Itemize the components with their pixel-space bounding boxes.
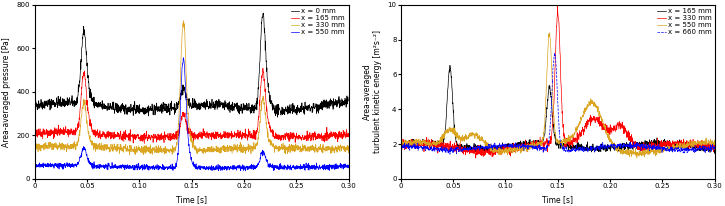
x = 165 mm: [536, 141, 545, 144]
x = 165 mm: [530, 144, 539, 147]
Y-axis label: Area-averaged
turbulent kinetic energy [m²s⁻²]: Area-averaged turbulent kinetic energy […: [362, 30, 382, 153]
x = 330 mm: [179, 20, 188, 22]
x = 165 mm: [170, 136, 179, 138]
Y-axis label: Area-averaged pressure [Pa]: Area-averaged pressure [Pa]: [2, 37, 12, 147]
x = 330 mm: [576, 132, 584, 134]
x = 165 mm: [344, 133, 353, 136]
x = 165 mm: [710, 147, 719, 150]
x = 550 mm: [576, 123, 584, 125]
x = 330 mm: [397, 140, 405, 142]
x = 550 mm: [434, 142, 442, 145]
x = 0 mm: [67, 98, 76, 100]
Line: x = 330 mm: x = 330 mm: [35, 21, 349, 155]
x = 330 mm: [54, 145, 63, 147]
Line: x = 330 mm: x = 330 mm: [401, 6, 715, 158]
x = 165 mm: [397, 146, 405, 148]
x = 0 mm: [259, 12, 268, 14]
x = 165 mm: [434, 145, 442, 147]
x = 550 mm: [179, 56, 188, 59]
x = 330 mm: [420, 142, 429, 144]
Line: x = 165 mm: x = 165 mm: [35, 68, 349, 144]
Line: x = 0 mm: x = 0 mm: [35, 13, 349, 117]
x = 660 mm: [530, 147, 539, 150]
x = 165 mm: [446, 64, 455, 67]
x = 550 mm: [163, 166, 172, 168]
x = 165 mm: [30, 130, 39, 133]
Line: x = 550 mm: x = 550 mm: [401, 33, 715, 158]
Line: x = 165 mm: x = 165 mm: [401, 65, 715, 153]
x = 165 mm: [542, 116, 551, 118]
x = 330 mm: [30, 149, 39, 151]
Line: x = 550 mm: x = 550 mm: [35, 58, 349, 171]
Line: x = 660 mm: x = 660 mm: [401, 53, 715, 154]
x = 0 mm: [344, 100, 353, 102]
x = 330 mm: [67, 146, 76, 148]
x = 0 mm: [273, 116, 282, 118]
x = 0 mm: [30, 103, 39, 105]
x = 550 mm: [54, 163, 63, 165]
x = 550 mm: [530, 144, 539, 147]
x = 550 mm: [30, 166, 39, 168]
Legend: x = 0 mm, x = 165 mm, x = 330 mm, x = 550 mm: x = 0 mm, x = 165 mm, x = 330 mm, x = 55…: [289, 7, 347, 37]
Legend: x = 165 mm, x = 330 mm, x = 550 mm, x = 660 mm: x = 165 mm, x = 330 mm, x = 550 mm, x = …: [656, 7, 713, 37]
x = 0 mm: [163, 105, 172, 107]
x = 0 mm: [209, 101, 218, 104]
x = 660 mm: [710, 147, 719, 150]
x = 550 mm: [545, 32, 554, 34]
x = 660 mm: [536, 147, 545, 149]
x = 330 mm: [471, 157, 480, 159]
x = 660 mm: [420, 146, 429, 149]
x = 660 mm: [446, 153, 455, 156]
x = 550 mm: [710, 141, 719, 143]
x = 550 mm: [170, 166, 178, 169]
x = 660 mm: [434, 148, 442, 150]
x = 330 mm: [164, 148, 173, 151]
x = 0 mm: [170, 102, 178, 105]
x = 165 mm: [209, 131, 218, 134]
x = 330 mm: [175, 85, 184, 88]
x = 550 mm: [632, 156, 641, 159]
x = 550 mm: [420, 139, 429, 142]
x = 660 mm: [576, 146, 584, 149]
x = 330 mm: [710, 145, 719, 147]
x = 330 mm: [125, 154, 134, 156]
x = 550 mm: [67, 163, 76, 165]
x = 330 mm: [210, 148, 218, 151]
x = 165 mm: [576, 146, 584, 149]
x = 165 mm: [710, 152, 719, 154]
x = 330 mm: [344, 150, 353, 152]
x = 550 mm: [209, 167, 218, 170]
x = 330 mm: [530, 142, 539, 144]
x = 550 mm: [241, 170, 250, 172]
x = 330 mm: [553, 5, 562, 7]
x = 330 mm: [542, 140, 551, 142]
x = 550 mm: [536, 143, 545, 146]
x = 550 mm: [175, 120, 184, 122]
X-axis label: Time [s]: Time [s]: [542, 195, 573, 204]
x = 660 mm: [397, 142, 405, 145]
x = 550 mm: [344, 167, 353, 169]
x = 165 mm: [420, 141, 429, 143]
x = 0 mm: [54, 102, 63, 104]
x = 550 mm: [397, 140, 405, 143]
x = 0 mm: [175, 96, 184, 99]
x = 165 mm: [67, 128, 76, 130]
x = 330 mm: [170, 149, 179, 151]
x = 330 mm: [434, 152, 442, 154]
x = 165 mm: [54, 130, 63, 133]
x = 330 mm: [536, 144, 545, 147]
x = 165 mm: [259, 67, 268, 69]
X-axis label: Time [s]: Time [s]: [176, 195, 207, 204]
x = 165 mm: [164, 132, 173, 135]
x = 660 mm: [550, 52, 559, 55]
x = 165 mm: [140, 142, 149, 145]
x = 660 mm: [542, 145, 551, 148]
x = 165 mm: [175, 126, 184, 128]
x = 550 mm: [542, 92, 550, 94]
